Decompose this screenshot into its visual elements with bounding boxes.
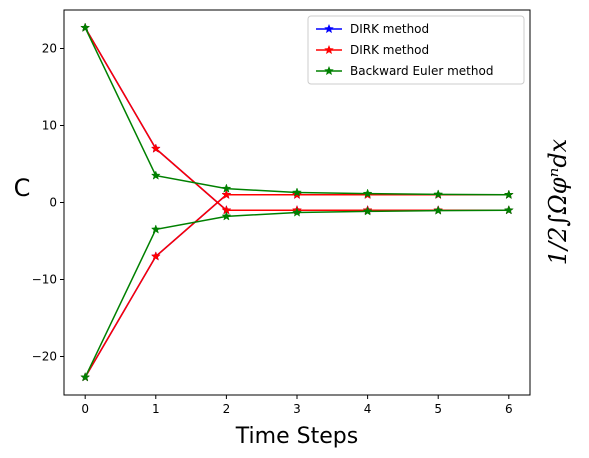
data-point-5-3 (292, 207, 302, 217)
data-point-4-0 (80, 22, 91, 32)
series-line-3 (84, 194, 509, 378)
series-line-5 (84, 209, 509, 378)
data-point-2-1 (150, 143, 161, 153)
y-axis-label: C (14, 174, 31, 202)
x-tick-label-0: 0 (81, 402, 89, 416)
data-point-5-0 (80, 372, 91, 382)
legend-label-1: DIRK method (350, 43, 429, 57)
x-tick-label-5: 5 (434, 402, 442, 416)
x-tick-label-4: 4 (364, 402, 372, 416)
data-point-4-4 (362, 188, 373, 198)
x-tick-label-6: 6 (505, 402, 513, 416)
y-tick-label-1: −10 (32, 273, 57, 287)
data-point-5-4 (362, 206, 373, 216)
legend-label-0: DIRK method (350, 22, 429, 36)
x-axis-label: Time Steps (235, 424, 358, 449)
data-point-5-5 (433, 205, 444, 215)
data-point-4-2 (221, 183, 232, 193)
y-tick-label-4: 20 (42, 42, 57, 56)
y-axis-label-right: 1/2∫Ωφⁿdx (544, 138, 572, 265)
data-point-4-1 (150, 170, 161, 180)
legend-marker-1 (324, 44, 334, 55)
legend-box (307, 15, 525, 85)
data-point-4-5 (433, 189, 444, 199)
y-tick-label-2: 0 (49, 196, 57, 210)
legend-marker-0 (324, 23, 334, 34)
x-tick-label-2: 2 (223, 402, 231, 416)
data-point-4-6 (503, 189, 514, 200)
x-tick-label-3: 3 (293, 402, 301, 416)
y-tick-label-0: −20 (32, 350, 57, 364)
legend-label-2: Backward Euler method (350, 64, 493, 78)
data-point-4-3 (292, 187, 302, 197)
data-point-5-1 (150, 224, 161, 234)
y-tick-label-3: 10 (42, 119, 57, 133)
data-point-3-2 (221, 189, 232, 200)
legend: DIRK method DIRK method Backward Euler met… (307, 15, 525, 85)
x-tick-label-1: 1 (152, 402, 160, 416)
series-line-1 (84, 194, 509, 378)
legend-marker-2 (324, 65, 334, 76)
series-layer (80, 22, 514, 382)
data-point-5-6 (503, 204, 514, 215)
ticks-layer: 0 1 2 3 4 5 6 −20 −10 0 10 20 (32, 42, 513, 417)
data-point-3-1 (150, 251, 161, 261)
data-point-5-2 (221, 211, 232, 221)
